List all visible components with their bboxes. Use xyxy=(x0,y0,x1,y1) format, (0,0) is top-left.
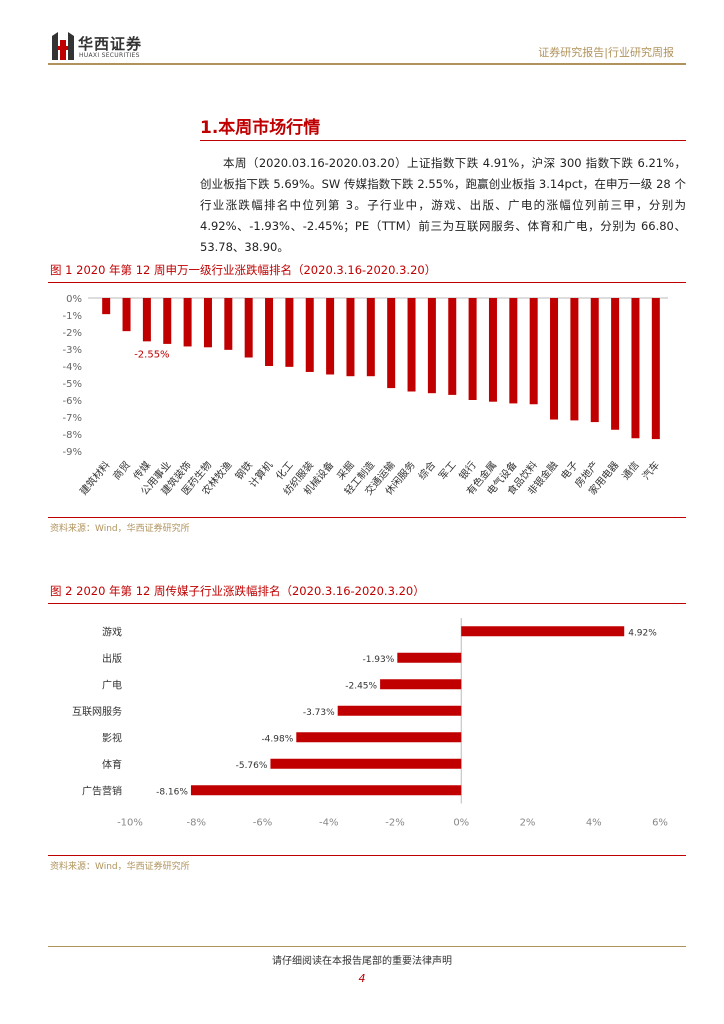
y-tick-label: -1% xyxy=(63,311,82,322)
category-label: 建筑材料 xyxy=(77,459,113,498)
y-tick-label: -7% xyxy=(63,413,82,424)
category-label: 出版 xyxy=(102,652,122,665)
x-tick-label: 6% xyxy=(652,818,668,829)
value-label: -3.73% xyxy=(303,708,335,718)
bar xyxy=(611,298,620,430)
bar xyxy=(570,298,579,421)
bar xyxy=(631,298,640,439)
category-label: 汽车 xyxy=(639,459,662,483)
bar xyxy=(270,758,462,769)
category-label: 游戏 xyxy=(102,625,122,638)
bar xyxy=(224,298,233,350)
x-tick-label: -8% xyxy=(187,818,206,829)
figure1-bottom-divider xyxy=(48,517,686,518)
bar xyxy=(163,298,172,344)
y-tick-label: 0% xyxy=(66,294,82,305)
section-title: 1.本周市场行情 xyxy=(200,118,321,138)
y-tick-label: -9% xyxy=(63,447,82,458)
figure1-title: 图 1 2020 年第 12 周申万一级行业涨跌幅排名（2020.3.16-20… xyxy=(50,263,437,277)
bar xyxy=(468,298,477,400)
bar xyxy=(529,298,538,405)
x-tick-label: -10% xyxy=(117,818,143,829)
bar xyxy=(142,298,151,342)
bar xyxy=(337,705,462,716)
header-divider xyxy=(48,63,686,65)
y-tick-label: -8% xyxy=(63,430,82,441)
x-tick-label: 2% xyxy=(520,818,536,829)
bar xyxy=(244,298,253,358)
bar xyxy=(296,732,462,743)
value-label: -4.98% xyxy=(261,734,293,744)
bar xyxy=(190,785,462,796)
bar xyxy=(183,298,192,347)
page-number: 4 xyxy=(358,972,366,985)
bar xyxy=(387,298,396,389)
category-label: 广电 xyxy=(102,678,122,691)
report-type: 证券研究报告|行业研究周报 xyxy=(538,46,674,59)
y-tick-label: -6% xyxy=(63,396,82,407)
category-label: 体育 xyxy=(102,758,122,771)
media-subsector-ranking-chart: 游戏 4.92% 出版 -1.93% 广电 -2.45% 互联网服务 -3.73% 影视 -4.9… xyxy=(72,618,668,829)
bar xyxy=(203,298,212,348)
category-label: 广告营销 xyxy=(82,784,122,797)
figure2-title: 图 2 2020 年第 12 周传媒子行业涨跌幅排名（2020.3.16-202… xyxy=(50,584,425,598)
market-summary-paragraph: 本周（2020.03.16-2020.03.20）上证指数下跌 4.91%，沪深… xyxy=(200,156,686,254)
value-label: 4.92% xyxy=(628,628,657,638)
bar xyxy=(590,298,599,423)
bar xyxy=(427,298,436,394)
x-tick-label: -4% xyxy=(319,818,338,829)
category-label: 综合 xyxy=(415,459,438,483)
category-label: 商贸 xyxy=(110,459,133,483)
y-tick-label: -3% xyxy=(63,345,82,356)
logo-english: HUAXI SECURITIES xyxy=(79,52,140,59)
value-label: -8.16% xyxy=(156,787,188,797)
bar xyxy=(305,298,314,372)
value-label: -2.45% xyxy=(345,681,377,691)
value-label: -1.93% xyxy=(362,655,394,665)
x-tick-label: 0% xyxy=(453,818,469,829)
bar xyxy=(461,626,625,637)
y-tick-label: -5% xyxy=(63,379,82,390)
section-divider xyxy=(200,140,686,141)
industry-ranking-chart: 0%-1%-2%-3%-4%-5%-6%-7%-8%-9%建筑材料 商贸 传媒-2.… xyxy=(63,294,668,498)
logo-name: 华西证券 xyxy=(78,35,143,53)
bar xyxy=(651,298,660,440)
bar xyxy=(265,298,274,366)
legal-notice: 请仔细阅读在本报告尾部的重要法律声明 xyxy=(272,956,452,967)
value-label: -5.76% xyxy=(236,761,268,771)
figure2-bottom-divider xyxy=(48,855,686,856)
bar xyxy=(397,652,462,663)
bar xyxy=(346,298,355,377)
category-label: 互联网服务 xyxy=(72,705,122,718)
bar xyxy=(407,298,416,392)
highlight-label: -2.55% xyxy=(134,349,169,360)
bar xyxy=(326,298,335,375)
bar xyxy=(509,298,518,404)
figure2-top-divider xyxy=(48,603,686,604)
category-label: 影视 xyxy=(102,731,122,744)
bar xyxy=(380,679,462,690)
bar xyxy=(488,298,497,402)
figure1-top-divider xyxy=(48,282,686,283)
bar xyxy=(366,298,375,377)
bar xyxy=(448,298,457,395)
category-label: 通信 xyxy=(620,459,642,482)
bar xyxy=(102,298,111,315)
x-tick-label: -2% xyxy=(385,818,404,829)
bar xyxy=(122,298,131,332)
footer-divider xyxy=(48,946,686,947)
logo xyxy=(50,30,150,64)
bar xyxy=(285,298,294,367)
x-tick-label: -6% xyxy=(253,818,272,829)
y-tick-label: -2% xyxy=(63,328,82,339)
figure1-source: 资料来源：Wind，华西证券研究所 xyxy=(50,524,190,534)
figure2-source: 资料来源：Wind，华西证券研究所 xyxy=(50,862,190,872)
huaxi-logo-icon xyxy=(52,32,74,60)
x-tick-label: 4% xyxy=(586,818,602,829)
y-tick-label: -4% xyxy=(63,362,82,373)
category-label: 军工 xyxy=(436,459,458,482)
bar xyxy=(550,298,559,420)
